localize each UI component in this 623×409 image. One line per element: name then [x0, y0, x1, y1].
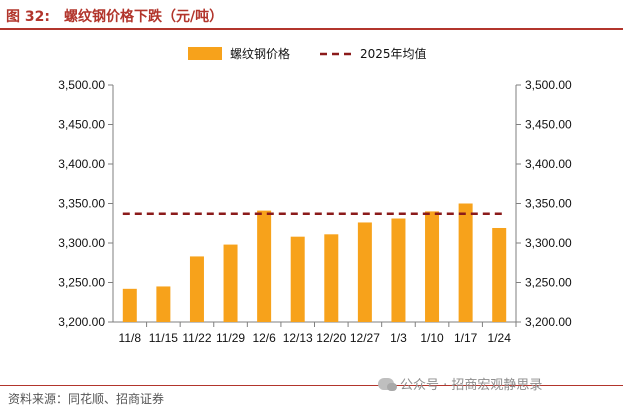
x-tick-label: 12/13	[283, 331, 313, 345]
y-tick-label-left: 3,250.00	[58, 276, 105, 290]
x-tick-label: 12/27	[350, 331, 380, 345]
wechat-icon	[378, 378, 397, 391]
bar	[223, 244, 238, 322]
bar	[458, 203, 473, 322]
bar	[122, 288, 137, 322]
x-tick-label: 11/29	[216, 331, 245, 345]
legend-swatch-bar	[188, 47, 222, 60]
y-tick-label-left: 3,200.00	[58, 315, 105, 329]
y-tick-label-left: 3,500.00	[58, 78, 105, 92]
watermark: 公众号 · 招商宏观静思录	[378, 374, 542, 393]
x-tick-label: 11/22	[182, 331, 211, 345]
y-tick-label-right: 3,350.00	[525, 197, 572, 211]
y-tick-label-left: 3,350.00	[58, 197, 105, 211]
bar	[156, 286, 171, 322]
y-tick-label-right: 3,500.00	[525, 78, 572, 92]
x-tick-label: 12/6	[252, 331, 276, 345]
x-tick-label: 1/17	[454, 331, 478, 345]
x-tick-label: 1/24	[488, 331, 512, 345]
legend-label-bar: 螺纹钢价格	[230, 46, 290, 61]
x-tick-label: 1/3	[390, 331, 407, 345]
y-tick-label-right: 3,200.00	[525, 315, 572, 329]
bar	[324, 234, 339, 322]
figure-title-text: 螺纹钢价格下跌（元/吨）	[63, 9, 224, 25]
y-tick-label-left: 3,300.00	[58, 236, 105, 250]
figure-label: 图 32:	[6, 9, 50, 25]
bar	[257, 210, 272, 322]
bar	[357, 222, 372, 322]
bar	[391, 218, 406, 322]
source-note: 资料来源：同花顺、招商证券	[8, 392, 165, 406]
y-tick-label-right: 3,300.00	[525, 236, 572, 250]
figure-title: 图 32: 螺纹钢价格下跌（元/吨）	[6, 6, 223, 26]
legend-label-avg: 2025年均值	[360, 46, 427, 61]
y-tick-label-left: 3,450.00	[58, 118, 105, 132]
x-tick-label: 11/15	[149, 331, 178, 345]
footer-rule	[0, 385, 623, 386]
y-tick-label-left: 3,400.00	[58, 157, 105, 171]
bar	[492, 227, 507, 322]
x-tick-label: 11/8	[119, 331, 142, 345]
y-tick-label-right: 3,400.00	[525, 157, 572, 171]
y-tick-label-right: 3,450.00	[525, 118, 572, 132]
bar	[290, 236, 305, 322]
watermark-text: 公众号 · 招商宏观静思录	[400, 378, 543, 393]
x-tick-label: 12/20	[316, 331, 346, 345]
bar	[189, 256, 204, 322]
title-rule	[0, 28, 623, 30]
bar	[425, 211, 440, 322]
x-tick-label: 1/10	[420, 331, 444, 345]
y-tick-label-right: 3,250.00	[525, 276, 572, 290]
